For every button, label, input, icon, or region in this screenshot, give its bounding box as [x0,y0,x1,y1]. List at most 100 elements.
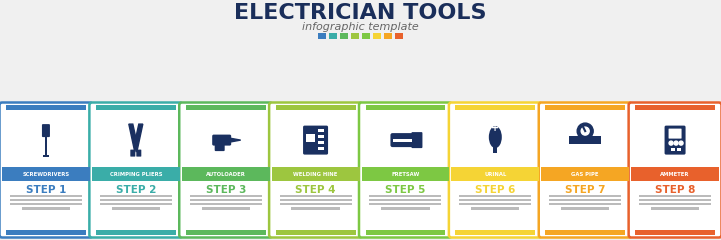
Bar [202,207,250,210]
Bar [275,230,355,235]
Polygon shape [230,138,241,142]
Bar [631,167,719,181]
Bar [2,167,90,181]
Bar [190,195,262,197]
Bar [45,135,47,155]
Bar [186,230,265,235]
Text: URINAL: URINAL [484,172,506,177]
Bar [280,199,352,201]
Bar [677,148,681,151]
Bar [459,195,531,197]
Text: STEP 6: STEP 6 [475,185,516,195]
Bar [549,195,622,197]
Text: +: + [491,123,500,133]
Text: infographic template: infographic template [301,22,418,32]
Bar [639,199,711,201]
Text: GAS PIPE: GAS PIPE [572,172,599,177]
Bar [329,33,337,39]
Bar [635,105,715,110]
Bar [99,199,172,201]
Bar [182,167,270,181]
Bar [381,207,430,210]
Bar [317,135,324,138]
Bar [350,33,358,39]
Bar [545,105,625,110]
Bar [10,203,82,205]
Bar [369,203,441,205]
Bar [394,33,402,39]
Bar [99,203,172,205]
Bar [306,134,314,142]
Text: AUTOLOADER: AUTOLOADER [205,172,246,177]
FancyBboxPatch shape [42,124,50,137]
Text: STEP 4: STEP 4 [296,185,336,195]
Bar [272,167,360,181]
Bar [549,203,622,205]
Bar [456,105,535,110]
FancyBboxPatch shape [412,132,423,148]
FancyBboxPatch shape [668,129,681,139]
Bar [373,33,381,39]
Bar [6,230,86,235]
Text: STEP 2: STEP 2 [115,185,156,195]
FancyBboxPatch shape [89,102,182,238]
Bar [369,199,441,201]
FancyBboxPatch shape [136,150,141,157]
Bar [545,230,625,235]
Bar [471,207,519,210]
FancyBboxPatch shape [629,102,721,238]
Bar [541,167,629,181]
Circle shape [578,123,593,139]
Bar [317,147,324,150]
Bar [366,105,446,110]
Bar [639,203,711,205]
FancyBboxPatch shape [539,102,632,238]
Bar [186,105,265,110]
Bar [43,155,49,157]
Bar [639,195,711,197]
Bar [6,105,86,110]
Ellipse shape [489,126,502,148]
FancyBboxPatch shape [131,150,136,157]
Bar [361,33,369,39]
Text: STEP 5: STEP 5 [385,185,425,195]
Text: ELECTRICIAN TOOLS: ELECTRICIAN TOOLS [234,3,486,23]
Bar [369,195,441,197]
Bar [317,141,324,144]
Bar [280,195,352,197]
Circle shape [679,141,683,145]
FancyBboxPatch shape [303,126,328,155]
Bar [493,146,497,153]
Text: STEP 3: STEP 3 [205,185,246,195]
Text: WELDING HINE: WELDING HINE [293,172,337,177]
Bar [394,139,412,142]
Bar [651,207,699,210]
Bar [280,203,352,205]
Bar [459,199,531,201]
Text: STEP 8: STEP 8 [655,185,695,195]
Circle shape [674,141,678,145]
Circle shape [581,127,589,135]
Bar [561,207,609,210]
Circle shape [669,141,673,145]
Bar [317,129,324,132]
Bar [671,148,675,151]
FancyBboxPatch shape [269,102,362,238]
Bar [549,199,622,201]
FancyBboxPatch shape [449,102,541,238]
FancyBboxPatch shape [359,102,452,238]
Bar [317,33,325,39]
Bar [96,105,176,110]
FancyBboxPatch shape [0,102,92,238]
Text: SCREWDRIVERS: SCREWDRIVERS [22,172,69,177]
Bar [366,230,446,235]
Text: FRETSAW: FRETSAW [392,172,420,177]
Text: STEP 7: STEP 7 [565,185,606,195]
FancyBboxPatch shape [212,135,231,146]
FancyBboxPatch shape [215,142,225,151]
Text: CRIMPING PLIERS: CRIMPING PLIERS [110,172,162,177]
Bar [384,33,392,39]
Bar [96,230,176,235]
Bar [99,195,172,197]
Bar [10,195,82,197]
